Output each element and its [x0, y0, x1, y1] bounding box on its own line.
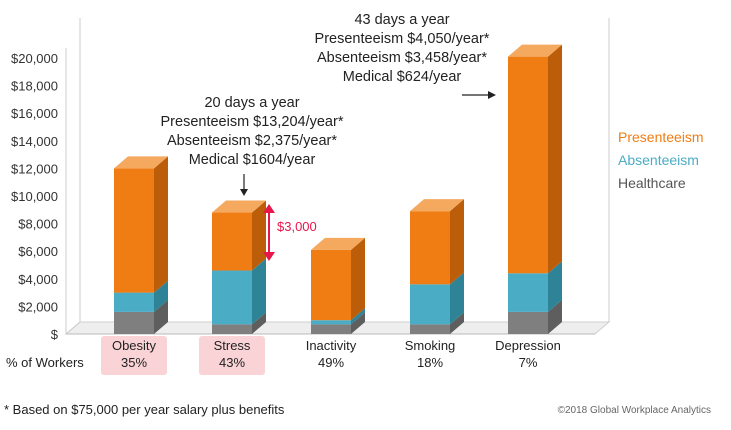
percent-label-inactivity: 49%: [318, 355, 344, 370]
y-tick-label: $16,000: [11, 106, 58, 121]
y-tick-label: $2,000: [18, 299, 58, 314]
x-tick-label-obesity: Obesity: [112, 338, 157, 353]
y-tick-label: $10,000: [11, 189, 58, 204]
bar-inactivity-healthcare: [311, 324, 351, 334]
bar-stress-absenteeism: [212, 270, 252, 325]
bar-inactivity-healthcare-side: [351, 312, 365, 334]
bar-depression-presenteeism-top: [508, 44, 562, 57]
stress-range-arrow-top: [263, 204, 275, 213]
bar-obesity-healthcare: [114, 311, 154, 334]
bar-inactivity-absenteeism: [311, 320, 351, 325]
highlight-stress: [199, 336, 265, 375]
depression-annotation-line: Presenteeism $4,050/year*: [315, 31, 490, 47]
percent-label-stress: 43%: [219, 355, 245, 370]
bar-depression-absenteeism-side: [548, 261, 562, 312]
bar-smoking-presenteeism-side: [450, 199, 464, 285]
y-tick-label: $8,000: [18, 217, 58, 232]
stress-range-label: $3,000: [277, 219, 317, 234]
bar-stress-presenteeism-side: [252, 200, 266, 271]
stress-range-arrow-bottom: [263, 252, 275, 261]
y-tick-label: $14,000: [11, 134, 58, 149]
annotations: 20 days a year Presenteeism $13,204/year*…: [161, 12, 496, 261]
bar-obesity-presenteeism-top: [114, 156, 168, 169]
y-axis: $ $2,000 $4,000 $6,000 $8,000 $10,000 $12,000 $…: [11, 51, 59, 342]
bars: [114, 44, 562, 334]
bar-stress: [212, 200, 266, 334]
highlight-obesity: [101, 336, 167, 375]
bar-obesity-absenteeism-side: [154, 280, 168, 312]
bar-obesity-presenteeism-side: [154, 156, 168, 293]
bar-inactivity-presenteeism-side: [351, 237, 365, 321]
stress-annotation-line: Medical $1604/year: [189, 152, 316, 168]
bar-smoking-absenteeism-side: [450, 272, 464, 325]
bar-stress-absenteeism-side: [252, 258, 266, 325]
bar-obesity: [114, 156, 168, 334]
bar-smoking-presenteeism-top: [410, 199, 464, 212]
legend-item-absenteeism: Absenteeism: [618, 152, 699, 168]
bar-inactivity-presenteeism-top: [311, 237, 365, 250]
x-tick-label-stress: Stress: [214, 338, 251, 353]
y-tick-label: $12,000: [11, 161, 58, 176]
bar-stress-presenteeism-top: [212, 200, 266, 213]
bar-depression-absenteeism: [508, 273, 548, 312]
depression-annotation-line: 43 days a year: [354, 12, 449, 28]
depression-annotation-line: Medical $624/year: [343, 69, 462, 85]
bar-stress-presenteeism: [212, 212, 252, 271]
footnote: * Based on $75,000 per year salary plus …: [4, 402, 285, 417]
stress-annotation-line: Presenteeism $13,204/year*: [161, 114, 344, 130]
bar-depression-healthcare-side: [548, 299, 562, 334]
y-tick-label: $4,000: [18, 272, 58, 287]
bar-depression-presenteeism-side: [548, 44, 562, 274]
bar-depression-healthcare: [508, 311, 548, 334]
bar-stress-healthcare-side: [252, 312, 266, 334]
stacked-bar-chart: $ $2,000 $4,000 $6,000 $8,000 $10,000 $12,000 $…: [6, 12, 611, 375]
legend: Presenteeism Absenteeism Healthcare: [618, 126, 704, 195]
depression-annotation-line: Absenteeism $3,458/year*: [317, 50, 487, 66]
x-axis: % of Workers Obesity 35% Stress 43% Inactivit…: [6, 338, 561, 370]
x-tick-label-depression: Depression: [495, 338, 561, 353]
bar-obesity-presenteeism: [114, 168, 154, 293]
x-tick-label-smoking: Smoking: [405, 338, 456, 353]
bar-smoking-healthcare: [410, 324, 450, 334]
bar-obesity-healthcare-side: [154, 299, 168, 334]
bar-inactivity-presenteeism: [311, 249, 351, 321]
depression-arrow-head: [488, 91, 496, 99]
category-highlights: [101, 336, 265, 375]
legend-item-healthcare: Healthcare: [618, 175, 686, 191]
bar-obesity-absenteeism: [114, 292, 154, 312]
bar-inactivity-absenteeism-side: [351, 308, 365, 325]
stress-arrow-head: [240, 189, 248, 196]
floor-left-edge: [65, 321, 81, 335]
percent-label-depression: 7%: [519, 355, 538, 370]
percent-label-obesity: 35%: [121, 355, 147, 370]
bar-smoking: [410, 199, 464, 334]
bar-depression: [508, 44, 562, 334]
bar-smoking-absenteeism: [410, 284, 450, 325]
legend-item-presenteeism: Presenteeism: [618, 129, 704, 145]
bar-inactivity: [311, 237, 365, 334]
percent-label-smoking: 18%: [417, 355, 443, 370]
bar-smoking-presenteeism: [410, 211, 450, 285]
bar-stress-healthcare: [212, 324, 252, 334]
copyright: ©2018 Global Workplace Analytics: [557, 405, 711, 416]
y-tick-label: $18,000: [11, 79, 58, 94]
percent-row-label: % of Workers: [6, 355, 84, 370]
chart-back-wall: [65, 18, 610, 335]
bar-smoking-healthcare-side: [450, 312, 464, 334]
bar-depression-presenteeism: [508, 56, 548, 274]
stress-annotation-line: 20 days a year: [204, 95, 299, 111]
x-tick-label-inactivity: Inactivity: [306, 338, 357, 353]
stress-annotation-line: Absenteeism $2,375/year*: [167, 133, 337, 149]
y-tick-label: $20,000: [11, 51, 58, 66]
y-tick-label: $: [51, 327, 59, 342]
y-tick-label: $6,000: [18, 244, 58, 259]
